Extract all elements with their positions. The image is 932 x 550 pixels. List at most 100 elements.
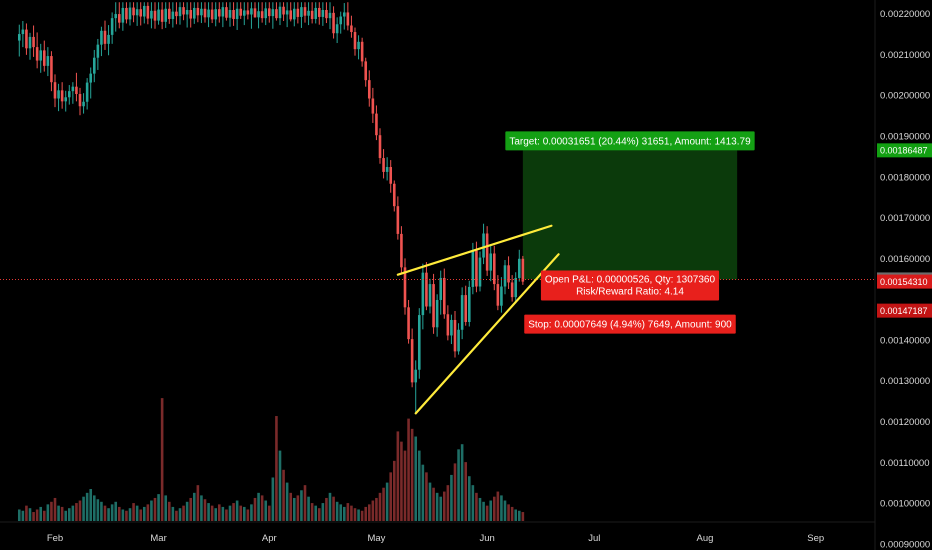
candle-body (446, 314, 450, 336)
volume-bar (135, 505, 139, 521)
volume-bar (303, 485, 307, 521)
volume-bar (435, 492, 439, 521)
open-pl-label-box (540, 270, 720, 301)
volume-bar (364, 506, 368, 521)
plot-area[interactable] (0, 2, 875, 521)
volume-bar (371, 500, 375, 521)
candle-body (246, 10, 250, 15)
candle-body (175, 11, 178, 17)
volume-bar (253, 497, 257, 521)
candle-body (182, 7, 185, 15)
candle-body (510, 282, 514, 298)
price-tick-label: 0.00210000 (880, 50, 930, 61)
candle-body (185, 9, 189, 15)
candle-body (250, 8, 253, 15)
volume-bar (114, 501, 118, 521)
volume-bar (460, 444, 464, 521)
candle-body (292, 8, 296, 20)
time-axis[interactable]: Feb Mar Apr May Jun Jul Aug Sep (0, 521, 875, 544)
candle-body (217, 9, 221, 17)
candle-body (135, 9, 139, 16)
candle-body (17, 34, 21, 41)
volume-bar (228, 505, 232, 521)
volume-bar (200, 495, 203, 521)
volume-bar (235, 500, 239, 521)
volume-bar (457, 449, 460, 521)
candle-body (432, 284, 435, 328)
volume-bar (250, 504, 253, 521)
candle-body (289, 10, 293, 20)
volume-bar (507, 504, 510, 521)
overlay-lines (0, 224, 875, 415)
volume-bar (425, 472, 428, 521)
volume-bar (421, 464, 425, 521)
volume-bar (128, 508, 132, 521)
price-badge-box (877, 274, 932, 289)
volume-bar (232, 503, 235, 521)
candle-body (421, 272, 425, 316)
candle-body (271, 9, 275, 17)
candle-body (357, 41, 360, 50)
volume-bar (146, 504, 150, 521)
volume-bar (442, 491, 446, 521)
candle-body (521, 258, 525, 282)
volume-bar (217, 504, 221, 521)
volume-bar (60, 506, 64, 521)
candle-body (178, 7, 182, 17)
open-pl-label: Open P&L: 0.00000526, Qty: 1307360 Risk/… (540, 270, 720, 301)
price-tick-label: 0.00120000 (880, 417, 930, 428)
volume-bar (410, 428, 414, 521)
price-axis[interactable]: 0.00220000 0.00210000 0.00200000 0.00190000… (880, 9, 930, 550)
volume-bar (32, 512, 35, 521)
candle-body (264, 8, 268, 19)
month-tick-label: Feb (47, 533, 63, 544)
candle-body (78, 94, 82, 107)
volume-bar (25, 505, 28, 521)
volume-bar (82, 496, 85, 521)
candle-body (282, 6, 285, 15)
candle-body (378, 135, 382, 159)
volume-bar (267, 505, 271, 521)
candle-body (100, 30, 103, 45)
volume-bar (335, 501, 339, 521)
candle-body (478, 257, 482, 287)
volume-bar (510, 506, 514, 521)
candle-body (425, 272, 428, 307)
candle-body (346, 12, 350, 26)
candle-body (253, 8, 257, 18)
volume-bar (453, 463, 457, 521)
volume-bar (446, 485, 450, 521)
volume-bar (260, 495, 264, 521)
stop-label-box (524, 314, 736, 334)
target-label: Target: 0.00031651 (20.44%) 31651, Amoun… (505, 131, 755, 151)
price-badge-box (877, 303, 932, 318)
volume-bar (89, 489, 93, 521)
volume-bar (517, 510, 521, 521)
candle-body (171, 11, 175, 19)
position-labels: Target: 0.00031651 (20.44%) 31651, Amoun… (505, 131, 755, 334)
candle-body (32, 36, 35, 48)
candle-body (514, 277, 518, 298)
candle-body (403, 267, 407, 308)
candle-body (57, 90, 60, 99)
candle-body (353, 32, 357, 50)
volume-bar (150, 500, 153, 521)
volume-bar (275, 416, 278, 521)
candle-body (196, 7, 200, 16)
volume-bar (414, 436, 418, 521)
price-tick-label: 0.00110000 (880, 458, 930, 469)
candle-body (142, 5, 146, 17)
price-tick-label: 0.00140000 (880, 335, 930, 346)
candle-body (414, 369, 418, 383)
candle-body (489, 253, 493, 271)
volume-bar (96, 499, 100, 521)
volume-bar (17, 509, 21, 521)
price-tick-label: 0.00130000 (880, 376, 930, 387)
volume-bar (203, 499, 207, 521)
volume-bar (378, 492, 382, 521)
volume-bar (478, 497, 482, 521)
stop-label-text: Stop: 0.00007649 (4.94%) 7649, Amount: 9… (528, 320, 732, 331)
candle-body (500, 286, 503, 306)
